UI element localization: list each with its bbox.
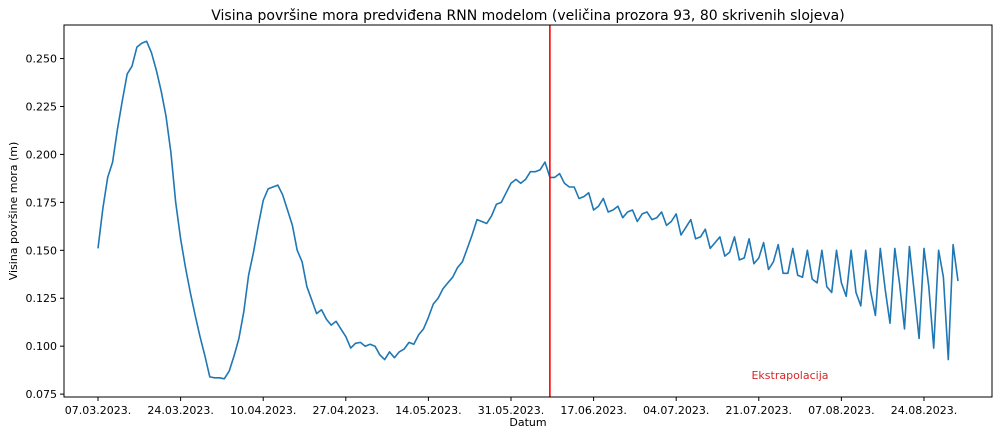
x-tick-label: 27.04.2023. [313, 404, 379, 417]
y-tick-label: 0.250 [26, 53, 58, 66]
y-tick-label: 0.150 [26, 244, 58, 257]
x-axis-label: Datum [509, 416, 546, 429]
y-tick-label: 0.100 [26, 340, 58, 353]
plot-frame [63, 24, 993, 398]
y-axis-label: Visina površine mora (m) [7, 142, 20, 281]
y-tick-label: 0.175 [26, 196, 58, 209]
y-tick-label: 0.125 [26, 292, 58, 305]
x-tick-label: 07.03.2023. [65, 404, 131, 417]
y-tick-label: 0.075 [26, 388, 58, 401]
y-tick-label: 0.225 [26, 100, 58, 113]
x-tick-label: 04.07.2023. [643, 404, 709, 417]
x-tick-label: 24.03.2023. [147, 404, 213, 417]
x-tick-label: 24.08.2023. [891, 404, 957, 417]
chart-title: Visina površine mora predviđena RNN mode… [211, 8, 844, 24]
x-tick-label: 07.08.2023. [808, 404, 874, 417]
plot-area [97, 25, 959, 397]
x-tick-label: 21.07.2023. [726, 404, 792, 417]
x-tick-label: 31.05.2023. [478, 404, 544, 417]
sea-level-series-line [97, 40, 959, 380]
x-tick-label: 10.04.2023. [230, 404, 296, 417]
x-axis: 07.03.2023. 24.03.2023. 10.04.2023. 27.04.2… [65, 397, 957, 417]
x-tick-label: 14.05.2023. [395, 404, 461, 417]
y-tick-label: 0.200 [26, 148, 58, 161]
y-axis: 0.075 0.100 0.125 0.150 0.175 0.200 0.225 0.250 [26, 53, 64, 401]
extrapolation-label: Ekstrapolacija [751, 369, 828, 382]
x-tick-label: 17.06.2023. [560, 404, 626, 417]
